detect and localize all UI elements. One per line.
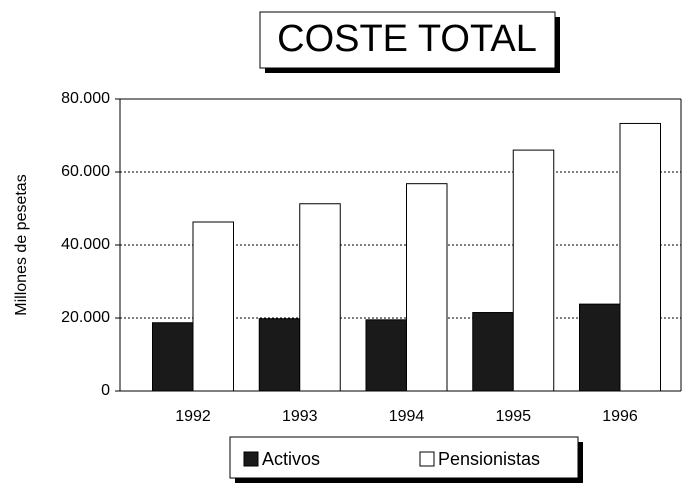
bar [152,322,194,392]
y-tick-label: 0 [101,382,110,399]
y-tick-label: 80.000 [61,90,110,107]
x-tick-label: 1993 [282,408,318,425]
bar [619,122,661,392]
x-tick-label: 1996 [602,408,638,425]
legend-label: Pensionistas [438,449,540,469]
x-tick-label: 1995 [495,408,531,425]
legend-label: Activos [262,449,320,469]
x-tick-label: 1994 [389,408,425,425]
title-box [259,11,556,69]
bar [472,312,514,392]
bar [579,303,621,392]
bar [258,318,301,392]
y-tick-label: 20.000 [61,309,110,326]
legend-swatch [419,451,435,467]
legend-swatch [243,451,259,467]
y-tick-label: 60.000 [61,163,110,180]
y-axis-label: Millones de pesetas [13,174,30,315]
bar [365,319,407,392]
bar [299,203,341,392]
bar [406,183,448,392]
y-tick-label: 40.000 [61,236,110,253]
chart-title: COSTE TOTAL [277,18,537,60]
legend-box [229,436,579,479]
bar [512,149,555,392]
x-tick-label: 1992 [175,408,211,425]
bar [192,221,234,392]
